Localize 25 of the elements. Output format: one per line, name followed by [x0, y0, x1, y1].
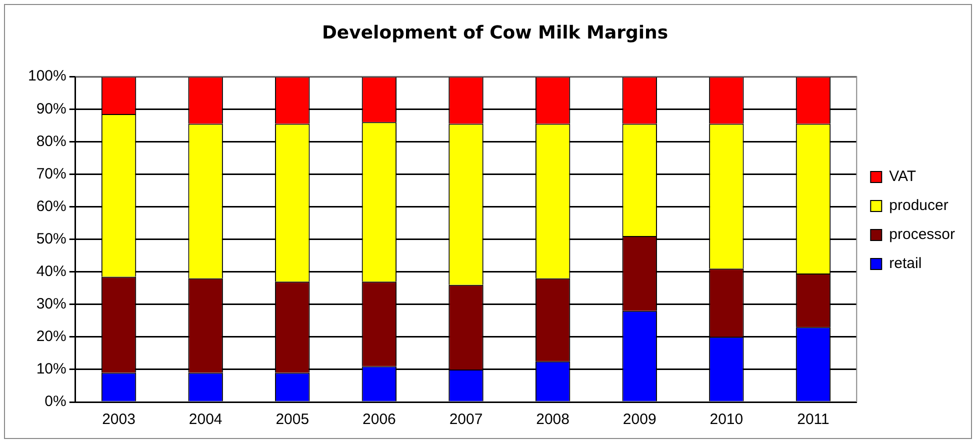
x-tick-label: 2005	[276, 411, 310, 428]
legend-label: retail	[889, 255, 922, 272]
y-tick-label: 70%	[36, 165, 66, 182]
y-tick-label: 100%	[28, 68, 66, 85]
x-tick-label: 2009	[622, 411, 656, 428]
y-tick-label: 90%	[36, 100, 66, 118]
y-tick-label: 60%	[36, 198, 66, 215]
legend-label: processor	[889, 226, 956, 244]
x-tick-label: 2004	[188, 411, 222, 428]
x-tick-label: 2011	[797, 411, 830, 428]
y-tick-label: 50%	[36, 230, 66, 248]
y-tick-label: 0%	[44, 393, 66, 410]
y-tick-label: 40%	[36, 262, 66, 280]
x-tick-label: 2006	[362, 411, 396, 428]
x-tick-label: 2008	[536, 411, 570, 428]
y-tick-label: 20%	[36, 328, 66, 346]
y-tick-label: 80%	[36, 132, 66, 150]
legend-label: producer	[889, 197, 948, 214]
y-tick-label: 10%	[36, 360, 66, 378]
chart-title: Development of Cow Milk Margins	[322, 22, 668, 44]
x-tick-label: 2010	[710, 411, 744, 428]
x-tick-label: 2007	[449, 411, 483, 428]
x-tick-label: 2003	[102, 411, 136, 428]
y-tick-label: 30%	[36, 296, 66, 313]
legend-label: VAT	[889, 168, 916, 186]
